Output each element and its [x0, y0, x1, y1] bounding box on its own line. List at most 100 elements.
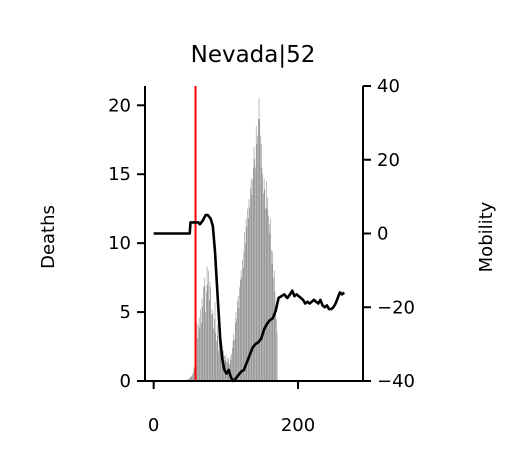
death-bar: [260, 135, 261, 381]
death-bar: [229, 356, 231, 381]
death-bar: [197, 338, 198, 381]
death-bar: [255, 167, 256, 381]
death-bar: [267, 197, 268, 381]
death-bar: [258, 98, 260, 381]
y-tick-label: 10: [108, 233, 131, 254]
death-bar: [236, 318, 237, 381]
death-bar: [262, 174, 263, 381]
death-bar: [210, 287, 211, 381]
death-bar: [216, 341, 217, 381]
death-bar: [211, 314, 212, 381]
death-bar: [238, 307, 240, 381]
y2-axis-label: Mobility: [476, 201, 497, 272]
death-bar: [256, 143, 258, 381]
death-bar: [212, 313, 214, 381]
death-bar: [218, 350, 219, 381]
death-bar: [240, 280, 241, 381]
death-bar: [271, 263, 273, 381]
death-bar: [193, 371, 194, 381]
death-bar: [243, 251, 245, 381]
death-bar: [268, 223, 270, 381]
death-bar: [203, 287, 204, 381]
death-bar: [225, 354, 227, 381]
death-bar: [214, 318, 215, 381]
death-bar: [192, 374, 193, 381]
death-bar: [203, 277, 205, 381]
death-bar: [250, 178, 252, 381]
death-bar: [201, 298, 203, 381]
death-bar: [220, 354, 222, 381]
death-bar: [274, 291, 276, 381]
death-bar: [259, 119, 261, 381]
death-bar: [209, 281, 211, 381]
death-bar: [235, 312, 237, 381]
death-bar: [276, 318, 277, 381]
death-bar: [208, 299, 210, 381]
death-bar: [244, 232, 245, 381]
death-bar: [239, 287, 240, 381]
death-bar: [255, 125, 257, 381]
death-bar: [258, 119, 259, 381]
death-bar: [221, 353, 223, 381]
death-bar: [227, 357, 228, 381]
death-bar: [213, 328, 214, 381]
death-bar: [233, 334, 235, 381]
death-bar: [189, 378, 191, 381]
death-bar: [261, 167, 263, 381]
mobility-line: [153, 213, 346, 383]
bars-layer: [186, 98, 278, 381]
death-bar: [234, 339, 235, 381]
death-bar: [265, 208, 266, 381]
y2-tick-label: 0: [377, 224, 388, 245]
death-bar: [207, 284, 209, 381]
death-bar: [245, 243, 246, 381]
death-bar: [276, 332, 278, 381]
death-bar: [219, 339, 220, 381]
death-bar: [269, 233, 271, 381]
death-bar: [219, 345, 221, 381]
death-bar: [250, 188, 251, 381]
death-bar: [247, 218, 249, 381]
death-bar: [206, 266, 208, 381]
death-bar: [232, 347, 233, 381]
death-bar: [221, 347, 222, 381]
x-tick-label: 0: [148, 415, 159, 436]
death-bar: [204, 285, 206, 381]
y2-tick-label: 40: [377, 76, 400, 97]
death-bar: [252, 179, 253, 381]
death-bar: [254, 159, 255, 381]
y2-tick-label: −40: [377, 371, 415, 392]
death-bar: [190, 376, 192, 381]
death-bar: [234, 323, 236, 381]
death-bar: [199, 328, 201, 381]
y-tick-label: 0: [120, 371, 131, 392]
death-bar: [214, 302, 216, 381]
death-bar: [266, 208, 268, 381]
death-bar: [253, 146, 255, 381]
death-bar: [249, 207, 250, 381]
death-bar: [253, 168, 254, 381]
death-bar: [217, 335, 219, 381]
death-bar: [266, 181, 267, 381]
death-bar: [260, 143, 262, 381]
death-bar: [191, 375, 193, 381]
chart-title: Nevada|52: [191, 42, 316, 68]
y-tick-label: 5: [120, 302, 131, 323]
death-bar: [248, 199, 250, 381]
death-bar: [222, 358, 224, 381]
death-bar: [201, 323, 202, 381]
death-bar: [263, 193, 264, 381]
y-axis-label: Deaths: [38, 205, 59, 269]
death-bar: [231, 353, 232, 381]
death-bar: [264, 189, 266, 381]
death-bar: [196, 323, 198, 381]
death-bar: [202, 306, 204, 381]
death-bar: [237, 295, 239, 381]
death-bar: [275, 305, 276, 381]
death-bar: [208, 270, 209, 381]
death-bar: [245, 218, 247, 381]
death-bar: [240, 270, 242, 381]
y-tick-label: 20: [108, 95, 131, 116]
